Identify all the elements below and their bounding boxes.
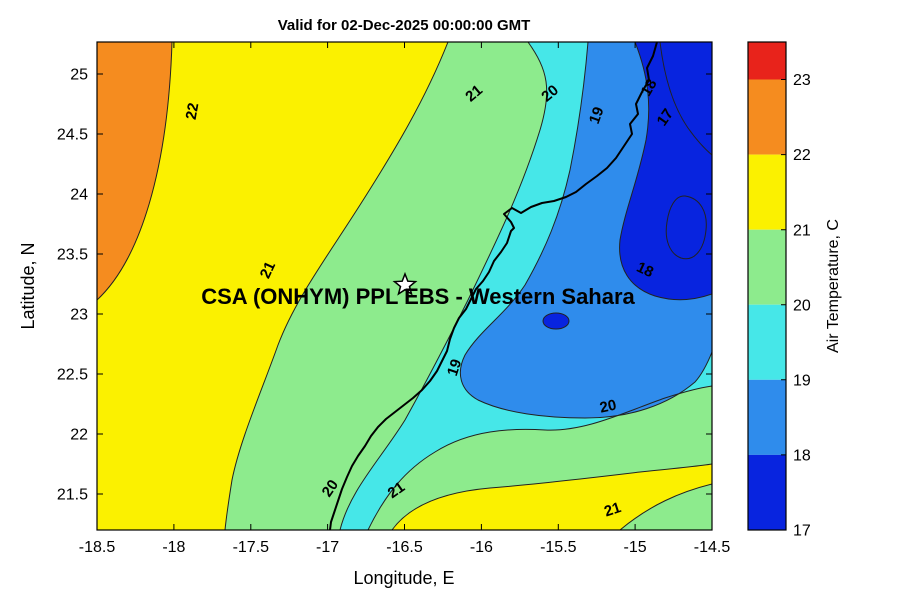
colorbar: 23 22 21 20 19 18 17 Air Temperature, C (747, 41, 842, 540)
band-21-22-south-strip (392, 464, 712, 530)
colorbar-tick-label: 19 (793, 372, 811, 389)
band-22-23-northwest (97, 42, 172, 300)
tick-marks (96, 42, 713, 530)
x-tick-label: -16.5 (386, 539, 423, 556)
contour-line-21-south (391, 463, 712, 530)
y-tick-label: 22.5 (57, 367, 88, 384)
colorbar-tick-label: 20 (793, 297, 811, 314)
y-tick-label: 24 (70, 187, 88, 204)
contour-line-18-closed (665, 195, 707, 260)
x-tick-label: -15.5 (540, 539, 577, 556)
x-axis-ticks-top (96, 42, 713, 48)
contour-label-22: 22 (183, 102, 203, 121)
contour-line-20-southeast (367, 385, 712, 530)
y-axis-tick-labels: 25 24.5 24 23.5 23 22.5 22 21.5 (57, 67, 88, 504)
x-tick-label: -16 (470, 539, 493, 556)
colorbar-border (747, 41, 787, 531)
colorbar-tick-label: 23 (793, 72, 811, 89)
contour-lines (97, 42, 712, 530)
band-17-18-spot (542, 312, 570, 330)
x-axis-label: Longitude, E (353, 568, 454, 588)
y-tick-label: 23 (70, 307, 88, 324)
y-tick-label: 21.5 (57, 487, 88, 504)
y-tick-label: 22 (70, 427, 88, 444)
contour-label-21-bottom: 21 (385, 479, 408, 502)
contour-line-17 (659, 42, 712, 156)
contour-line-21-west (224, 42, 449, 530)
contour-line-19 (459, 42, 712, 419)
colorbar-tick-label: 18 (793, 448, 811, 465)
contour-label-19-mid: 19 (444, 357, 465, 378)
y-tick-label: 24.5 (57, 127, 88, 144)
contour-label-18-top: 18 (638, 76, 661, 99)
y-axis-ticks-left (97, 73, 103, 495)
contour-label-17: 17 (654, 106, 677, 129)
x-tick-label: -18.5 (79, 539, 116, 556)
x-axis-ticks-bottom (96, 524, 713, 530)
x-tick-label: -17.5 (233, 539, 270, 556)
colorbar-tick-label: 17 (793, 523, 811, 540)
contour-label-19-top: 19 (586, 105, 608, 126)
x-tick-label: -18 (162, 539, 185, 556)
colorbar-band-21-22 (748, 154, 786, 230)
contour-label-20-bottom: 20 (319, 477, 342, 500)
contour-line-20-west (339, 42, 548, 530)
colorbar-band-23plus (748, 42, 786, 80)
colorbar-band-22-23 (748, 79, 786, 155)
colorbar-band-17-18 (748, 454, 786, 530)
y-tick-label: 23.5 (57, 247, 88, 264)
colorbar-band-20-21 (748, 229, 786, 305)
contour-label-18-east: 18 (634, 259, 656, 281)
y-axis-label: Latitude, N (18, 242, 38, 329)
x-axis-tick-labels: -18.5 -18 -17.5 -17 -16.5 -16 -15.5 -15 … (79, 539, 731, 556)
y-tick-label: 25 (70, 67, 88, 84)
band-20-21-corner (620, 484, 712, 530)
x-tick-label: -14.5 (694, 539, 731, 556)
colorbar-ticks (781, 79, 786, 531)
colorbar-band-19-20 (748, 304, 786, 380)
coastline-path (329, 42, 658, 530)
contour-label-20-southeast: 20 (598, 397, 618, 417)
plot-title: Valid for 02-Dec-2025 00:00:00 GMT (278, 17, 531, 34)
contour-label-21-west: 21 (257, 259, 279, 281)
colorbar-tick-labels: 23 22 21 20 19 18 17 (793, 72, 811, 539)
colorbar-tick-label: 21 (793, 222, 811, 239)
colorbar-tick-label: 22 (793, 147, 811, 164)
colorbar-band-18-19 (748, 379, 786, 455)
x-tick-label: -17 (316, 539, 339, 556)
band-17-18-northeast (619, 42, 712, 300)
annotation-label: CSA (ONHYM) PPL EBS - Western Sahara (201, 284, 635, 309)
y-axis-ticks-right (706, 73, 712, 495)
x-tick-label: -15 (624, 539, 647, 556)
station-star-icon (392, 271, 418, 296)
colorbar-axis-label: Air Temperature, C (825, 219, 842, 353)
contour-plot-area: 22 21 21 20 19 18 17 18 19 20 21 20 21 C… (97, 42, 712, 530)
contour-label-21-southeast: 21 (602, 499, 623, 520)
contour-line-22 (97, 42, 173, 301)
contour-line-21-corner (619, 483, 712, 530)
contour-line-18 (619, 42, 712, 301)
